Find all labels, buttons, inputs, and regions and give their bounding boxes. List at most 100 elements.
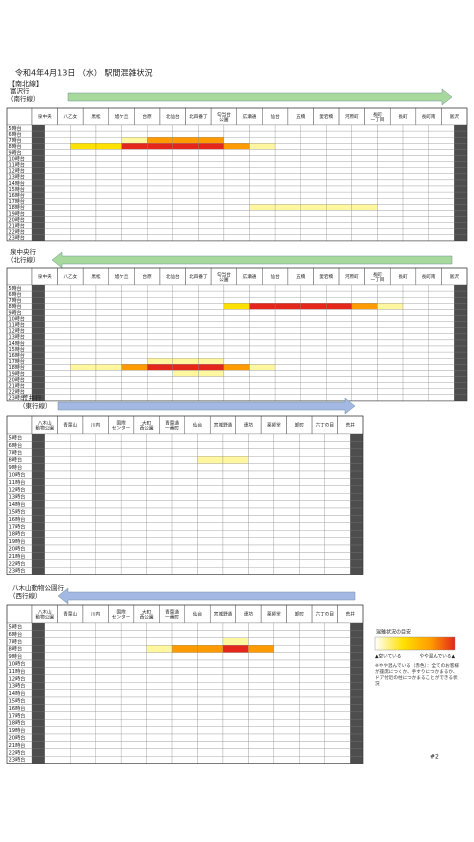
- congestion-cell: [273, 741, 300, 749]
- congestion-cell: [44, 552, 71, 560]
- congestion-cell: [172, 191, 199, 199]
- congestion-cell: [172, 364, 199, 371]
- station-name: 宮城野通: [214, 422, 233, 429]
- congestion-cell: [121, 143, 148, 150]
- congestion-cell: [198, 358, 225, 365]
- congestion-cell: [402, 394, 429, 402]
- congestion-cell: [44, 284, 71, 292]
- congestion-cell: [146, 351, 173, 359]
- congestion-cell: [273, 456, 300, 464]
- station-name: 仙台: [270, 113, 280, 120]
- congestion-cell: [95, 124, 122, 132]
- congestion-cell: [300, 191, 327, 199]
- congestion-cell: [402, 149, 429, 156]
- hour-label: 11時台: [9, 161, 25, 168]
- congestion-cell: [172, 124, 199, 132]
- congestion-cell: [197, 630, 224, 638]
- congestion-cell: [299, 719, 325, 727]
- congestion-cell: [44, 622, 71, 631]
- hour-label: 18時台: [9, 364, 25, 371]
- station-name: 勾当台公園: [217, 110, 231, 122]
- congestion-cell: [70, 321, 97, 328]
- congestion-cell: [249, 333, 276, 341]
- congestion-cell: [377, 327, 404, 334]
- congestion-cell: [326, 204, 353, 211]
- congestion-cell: [172, 167, 199, 174]
- congestion-cell: [171, 544, 198, 553]
- line-heading: 【南北線】: [8, 79, 43, 88]
- congestion-cell: [44, 321, 71, 328]
- hour-label: 19時台: [9, 537, 26, 545]
- congestion-cell: [146, 711, 173, 720]
- congestion-cell: [299, 741, 325, 749]
- congestion-cell: [121, 222, 148, 229]
- congestion-cell: [120, 696, 147, 705]
- congestion-cell: [121, 376, 148, 383]
- congestion-cell: [95, 382, 122, 389]
- congestion-cell: [95, 463, 122, 472]
- congestion-cell: [44, 674, 71, 683]
- congestion-cell: [249, 216, 276, 223]
- station-name: 大町西公園: [140, 608, 154, 620]
- congestion-cell: [70, 622, 96, 631]
- congestion-cell: [377, 284, 404, 292]
- station-name: 六丁の目: [316, 611, 334, 618]
- congestion-cell: [198, 222, 225, 229]
- congestion-cell: [326, 321, 353, 328]
- congestion-cell: [70, 198, 97, 205]
- congestion-cell: [351, 309, 378, 316]
- congestion-cell: [377, 216, 404, 223]
- direction: （北行線）: [7, 255, 40, 264]
- congestion-cell: [402, 321, 429, 328]
- congestion-cell: [222, 689, 249, 698]
- congestion-cell: [44, 748, 71, 757]
- congestion-cell: [273, 522, 300, 531]
- station-name: 八乙女: [63, 113, 77, 120]
- congestion-cell: [223, 204, 250, 211]
- congestion-cell: [300, 376, 327, 383]
- congestion-cell: [428, 222, 455, 229]
- congestion-cell: [171, 630, 198, 638]
- congestion-cell: [222, 485, 249, 494]
- station-name: 五橋: [296, 273, 306, 280]
- congestion-cell: [249, 228, 276, 235]
- congestion-cell: [70, 448, 96, 457]
- congestion-cell: [120, 645, 147, 653]
- congestion-cell: [326, 228, 353, 235]
- hour-label: 8時台: [9, 645, 23, 653]
- congestion-cell: [95, 339, 122, 347]
- congestion-cell: [326, 303, 353, 310]
- congestion-cell: [274, 228, 301, 235]
- congestion-cell: [44, 645, 71, 653]
- congestion-cell: [248, 756, 275, 764]
- hour-label: 21時台: [9, 552, 26, 560]
- congestion-cell: [249, 358, 276, 365]
- congestion-cell: [326, 290, 353, 298]
- congestion-cell: [351, 179, 378, 187]
- congestion-cell: [146, 544, 173, 553]
- congestion-cell: [274, 339, 301, 347]
- congestion-cell: [249, 376, 276, 383]
- hour-label: 15時台: [9, 697, 26, 705]
- hour-label: 5時台: [9, 623, 23, 631]
- congestion-cell: [377, 394, 404, 402]
- congestion-cell: [172, 394, 199, 402]
- congestion-cell: [95, 137, 122, 144]
- congestion-cell: [171, 537, 198, 546]
- direction-arrow: [57, 587, 356, 605]
- congestion-cell: [273, 493, 300, 501]
- station-name: 台原: [143, 113, 153, 120]
- congestion-cell: [223, 327, 250, 334]
- congestion-cell: [146, 315, 173, 322]
- congestion-cell: [326, 137, 353, 144]
- congestion-cell: [120, 515, 147, 523]
- congestion-cell: [351, 315, 378, 322]
- congestion-cell: [121, 315, 148, 322]
- congestion-cell: [120, 637, 147, 646]
- congestion-cell: [300, 284, 327, 292]
- congestion-cell: [326, 185, 353, 193]
- congestion-cell: [44, 733, 71, 742]
- congestion-cell: [249, 179, 276, 187]
- congestion-cell: [121, 345, 148, 353]
- congestion-cell: [172, 143, 199, 150]
